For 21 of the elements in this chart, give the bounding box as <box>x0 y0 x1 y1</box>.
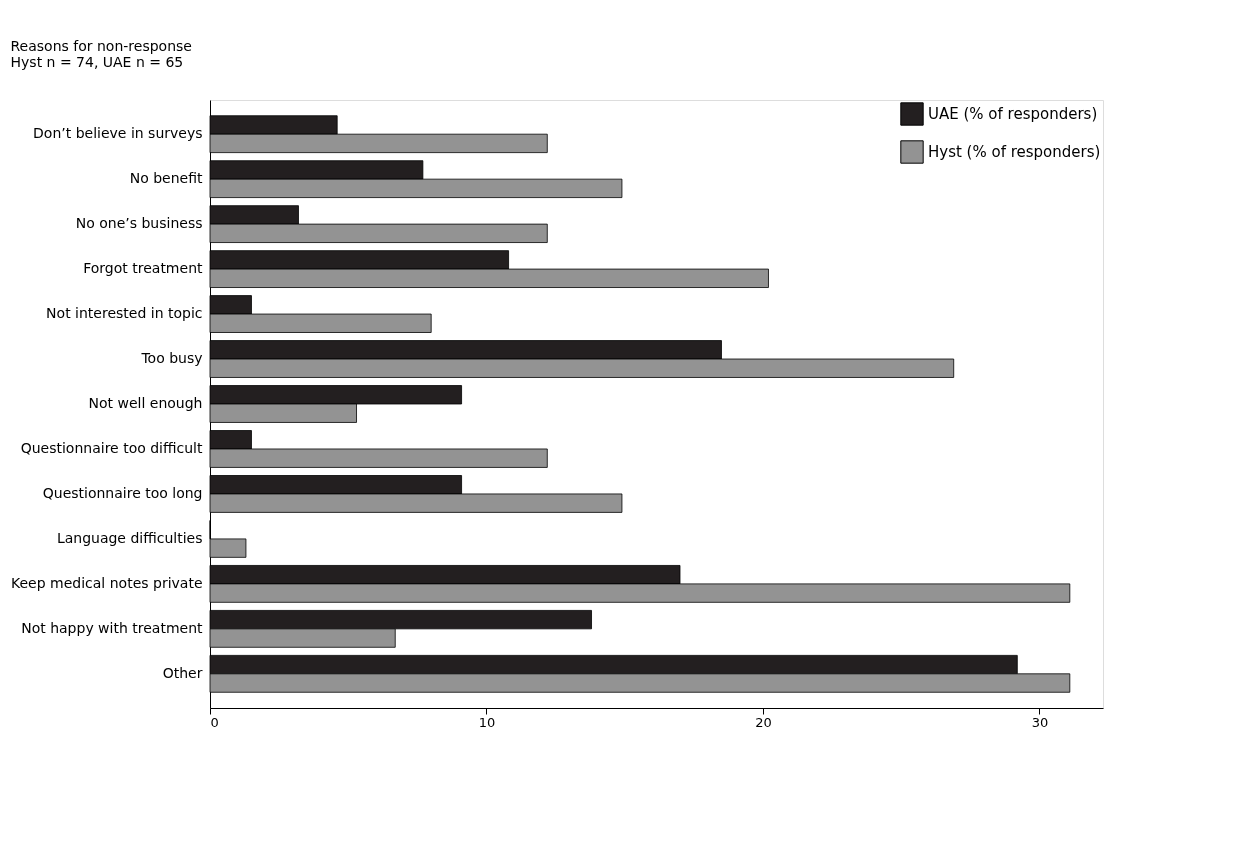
x-tick-label: 20 <box>755 714 772 730</box>
legend-label: Hyst (% of responders) <box>928 143 1101 161</box>
x-tick-label: 10 <box>478 714 496 730</box>
y-tick-label: No one’s business <box>75 215 203 232</box>
y-tick-label: Don’t believe in surveys <box>33 125 203 142</box>
chart-title: Reasons for non-response <box>10 38 192 54</box>
y-tick-label: Not well enough <box>88 395 203 411</box>
y-tick-label: Not happy with treatment <box>21 619 204 636</box>
y-tick-label: Too busy <box>140 350 203 367</box>
y-tick-label: Keep medical notes private <box>11 574 203 591</box>
y-tick-label: No benefit <box>129 170 203 187</box>
y-tick-label: Questionnaire too difficult <box>20 439 203 456</box>
text: Hyst n = 74, UAE n = 65 <box>10 54 184 70</box>
x-tick-label: 0 <box>210 714 219 730</box>
x-tick-label: 30 <box>1031 714 1049 730</box>
legend-label: UAE (% of responders) <box>928 105 1098 123</box>
y-tick-label: Forgot treatment <box>83 260 203 277</box>
y-tick-label: Not interested in topic <box>46 305 203 322</box>
y-tick-label: Questionnaire too long <box>42 484 203 501</box>
y-tick-label: Language difficulties <box>56 529 203 546</box>
y-tick-label: Other <box>162 664 203 681</box>
